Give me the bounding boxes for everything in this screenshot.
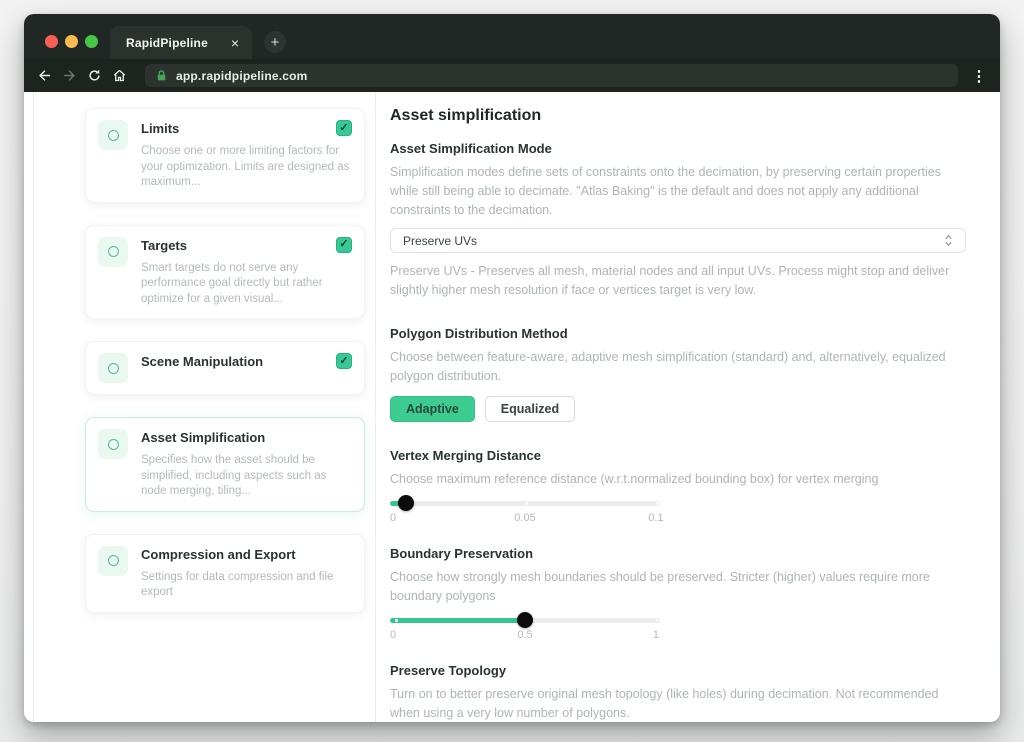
preserve-topology-label: Preserve Topology (390, 663, 507, 678)
limits-checkbox[interactable]: ✓ (336, 120, 352, 136)
slider-dot (655, 502, 659, 505)
tick-label: 0.5 (517, 629, 533, 641)
vertex-merging-slider[interactable]: 0 0.05 0.1 (390, 495, 664, 525)
step-icon (98, 236, 128, 267)
step-title: Scene Manipulation (141, 354, 264, 369)
select-stepper-icon (945, 234, 952, 247)
slider-ticks: 0 0.5 1 (390, 629, 660, 642)
circle-icon (107, 246, 119, 257)
browser-tab[interactable]: RapidPipeline × (110, 26, 252, 59)
left-rail-divider (33, 92, 34, 722)
browser-window: RapidPipeline × + (24, 14, 1000, 722)
step-icon (98, 545, 128, 576)
vertex-merging-description: Choose maximum reference distance (w.r.t… (390, 472, 879, 486)
browser-tab-bar: RapidPipeline × + (24, 14, 1000, 59)
section-boundary-preservation: Boundary Preservation Choose how strongl… (390, 546, 966, 642)
mode-help-text: Preserve UVs - Preserves all mesh, mater… (390, 264, 950, 297)
slider-dot (655, 619, 659, 622)
browser-menu-icon[interactable]: ⋮ (971, 67, 987, 85)
step-description: Specifies how the asset should be simpli… (141, 454, 327, 497)
step-icon (98, 353, 128, 383)
equalized-button[interactable]: Equalized (484, 396, 576, 422)
mode-description: Simplification modes define sets of cons… (390, 165, 941, 217)
boundary-preservation-slider[interactable]: 0 0.5 1 (390, 612, 660, 642)
back-icon[interactable] (37, 68, 52, 83)
scene-manipulation-checkbox[interactable]: ✓ (336, 353, 352, 369)
sidebar-item-scene-manipulation[interactable]: Scene Manipulation ✓ (85, 341, 365, 395)
browser-toolbar: app.rapidpipeline.com ⋮ (24, 59, 1000, 92)
slider-track[interactable] (390, 495, 660, 511)
lock-icon (157, 70, 166, 81)
step-icon (98, 429, 128, 459)
minimize-window-button[interactable] (65, 35, 78, 48)
mode-select-value: Preserve UVs (403, 233, 478, 248)
close-tab-icon[interactable]: × (230, 34, 239, 51)
boundary-preservation-label: Boundary Preservation (390, 546, 534, 561)
tick-label: 0 (390, 629, 397, 641)
page-content: Limits ✓ Choose one or more limiting fac… (24, 92, 1000, 722)
reload-icon[interactable] (87, 68, 102, 83)
boundary-preservation-slider-handle[interactable] (517, 612, 533, 628)
targets-checkbox[interactable]: ✓ (336, 236, 352, 253)
home-icon[interactable] (112, 68, 127, 83)
tick-label: 0.1 (648, 512, 664, 524)
step-title: Targets (141, 237, 187, 253)
window-controls (45, 35, 98, 48)
close-window-button[interactable] (45, 35, 58, 48)
tab-title: RapidPipeline (126, 35, 208, 50)
tick-label: 0 (390, 512, 397, 524)
sidebar-item-limits[interactable]: Limits ✓ Choose one or more limiting fac… (85, 108, 365, 203)
section-vertex-merging: Vertex Merging Distance Choose maximum r… (390, 448, 966, 525)
step-icon (98, 120, 128, 150)
boundary-preservation-description: Choose how strongly mesh boundaries shou… (390, 570, 930, 603)
section-preserve-topology: Preserve Topology Turn on to better pres… (390, 663, 966, 722)
step-title: Asset Simplification (141, 430, 266, 445)
preserve-topology-description: Turn on to better preserve original mesh… (390, 687, 939, 720)
circle-icon (107, 129, 119, 141)
tick-label: 1 (652, 629, 659, 641)
circle-icon (107, 362, 119, 374)
polygon-distribution-description: Choose between feature-aware, adaptive m… (390, 350, 946, 383)
mode-select[interactable]: Preserve UVs (390, 228, 966, 253)
mode-label: Asset Simplification Mode (390, 141, 552, 156)
polygon-distribution-options: Adaptive Equalized (390, 396, 966, 422)
slider-ticks: 0 0.05 0.1 (390, 512, 664, 525)
tick-label: 0.05 (514, 512, 536, 524)
sidebar-item-compression-export[interactable]: Compression and Export Settings for data… (85, 533, 365, 613)
forward-icon[interactable] (62, 68, 77, 83)
page-title: Asset simplification (390, 107, 542, 124)
adaptive-button[interactable]: Adaptive (390, 396, 475, 422)
step-title: Compression and Export (141, 546, 296, 562)
sidebar-item-targets[interactable]: Targets ✓ Smart targets do not serve any… (85, 224, 365, 319)
vertex-merging-label: Vertex Merging Distance (390, 448, 541, 463)
sidebar-main-divider (375, 92, 376, 722)
slider-track[interactable] (390, 612, 660, 628)
vertex-merging-slider-handle[interactable] (398, 495, 415, 511)
section-polygon-distribution: Polygon Distribution Method Choose betwe… (390, 326, 966, 422)
section-simplification-mode: Asset Simplification Mode Simplification… (390, 141, 966, 300)
sidebar-item-asset-simplification[interactable]: Asset Simplification Specifies how the a… (85, 417, 365, 512)
circle-icon (107, 555, 119, 566)
address-bar[interactable]: app.rapidpipeline.com (145, 64, 958, 87)
step-title: Limits (141, 121, 180, 136)
slider-dot (525, 502, 528, 505)
step-description: Settings for data compression and file e… (141, 570, 334, 599)
polygon-distribution-label: Polygon Distribution Method (390, 326, 568, 341)
maximize-window-button[interactable] (85, 35, 98, 48)
circle-icon (107, 438, 119, 450)
slider-dot (395, 619, 399, 622)
step-description: Smart targets do not serve any performan… (141, 261, 323, 305)
step-description: Choose one or more limiting factors for … (141, 145, 350, 188)
pipeline-steps-sidebar: Limits ✓ Choose one or more limiting fac… (85, 108, 365, 613)
slider-fill (390, 618, 525, 623)
slider-fill (390, 501, 407, 506)
settings-panel: Asset simplification Asset Simplificatio… (390, 107, 966, 722)
new-tab-button[interactable]: + (264, 31, 286, 53)
url-text: app.rapidpipeline.com (176, 68, 308, 83)
